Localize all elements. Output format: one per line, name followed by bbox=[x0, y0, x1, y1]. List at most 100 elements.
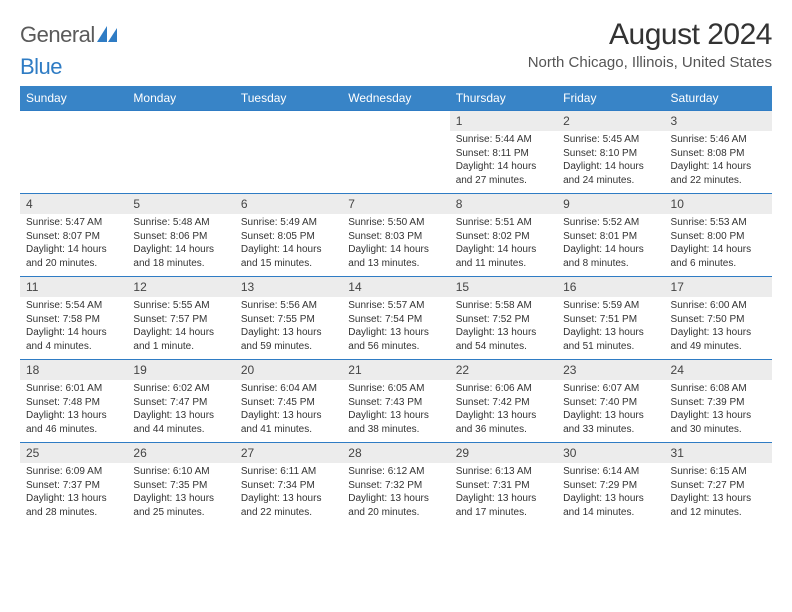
day-number-cell: 4 bbox=[20, 194, 127, 215]
day-number-cell: 11 bbox=[20, 277, 127, 298]
day-number-cell: 30 bbox=[557, 443, 664, 464]
day-detail-cell: Sunrise: 5:52 AMSunset: 8:01 PMDaylight:… bbox=[557, 214, 664, 277]
day-detail-cell: Sunrise: 6:08 AMSunset: 7:39 PMDaylight:… bbox=[665, 380, 772, 443]
calendar-head: Sunday Monday Tuesday Wednesday Thursday… bbox=[20, 86, 772, 111]
day-detail-row: Sunrise: 5:54 AMSunset: 7:58 PMDaylight:… bbox=[20, 297, 772, 360]
day-number-cell: 28 bbox=[342, 443, 449, 464]
day-detail-cell: Sunrise: 6:13 AMSunset: 7:31 PMDaylight:… bbox=[450, 463, 557, 525]
day-detail-cell bbox=[20, 131, 127, 194]
day-number-cell: 19 bbox=[127, 360, 234, 381]
day-number-cell: 24 bbox=[665, 360, 772, 381]
day-number-cell: 9 bbox=[557, 194, 664, 215]
day-detail-cell: Sunrise: 5:58 AMSunset: 7:52 PMDaylight:… bbox=[450, 297, 557, 360]
weekday-header: Monday bbox=[127, 86, 234, 111]
sail-icon bbox=[97, 22, 117, 48]
day-number-cell: 16 bbox=[557, 277, 664, 298]
day-number-row: 123 bbox=[20, 111, 772, 132]
weekday-header: Sunday bbox=[20, 86, 127, 111]
day-number-cell: 22 bbox=[450, 360, 557, 381]
day-detail-cell: Sunrise: 5:55 AMSunset: 7:57 PMDaylight:… bbox=[127, 297, 234, 360]
day-detail-cell: Sunrise: 5:59 AMSunset: 7:51 PMDaylight:… bbox=[557, 297, 664, 360]
day-number-cell: 18 bbox=[20, 360, 127, 381]
day-detail-cell: Sunrise: 6:14 AMSunset: 7:29 PMDaylight:… bbox=[557, 463, 664, 525]
day-detail-cell: Sunrise: 6:01 AMSunset: 7:48 PMDaylight:… bbox=[20, 380, 127, 443]
day-number-cell: 20 bbox=[235, 360, 342, 381]
day-detail-row: Sunrise: 5:44 AMSunset: 8:11 PMDaylight:… bbox=[20, 131, 772, 194]
day-detail-cell: Sunrise: 5:53 AMSunset: 8:00 PMDaylight:… bbox=[665, 214, 772, 277]
month-title: August 2024 bbox=[528, 18, 772, 52]
day-number-cell: 3 bbox=[665, 111, 772, 132]
day-number-cell: 23 bbox=[557, 360, 664, 381]
weekday-header: Tuesday bbox=[235, 86, 342, 111]
day-number-cell bbox=[127, 111, 234, 132]
day-number-cell bbox=[342, 111, 449, 132]
day-detail-cell: Sunrise: 5:44 AMSunset: 8:11 PMDaylight:… bbox=[450, 131, 557, 194]
day-detail-cell: Sunrise: 6:06 AMSunset: 7:42 PMDaylight:… bbox=[450, 380, 557, 443]
day-detail-cell bbox=[235, 131, 342, 194]
day-detail-cell: Sunrise: 6:10 AMSunset: 7:35 PMDaylight:… bbox=[127, 463, 234, 525]
calendar-body: 123Sunrise: 5:44 AMSunset: 8:11 PMDaylig… bbox=[20, 111, 772, 526]
day-detail-cell bbox=[127, 131, 234, 194]
day-number-row: 18192021222324 bbox=[20, 360, 772, 381]
location-subtitle: North Chicago, Illinois, United States bbox=[528, 54, 772, 71]
day-detail-cell: Sunrise: 6:12 AMSunset: 7:32 PMDaylight:… bbox=[342, 463, 449, 525]
day-detail-cell: Sunrise: 5:48 AMSunset: 8:06 PMDaylight:… bbox=[127, 214, 234, 277]
day-detail-cell: Sunrise: 6:00 AMSunset: 7:50 PMDaylight:… bbox=[665, 297, 772, 360]
calendar-table: Sunday Monday Tuesday Wednesday Thursday… bbox=[20, 86, 772, 525]
day-number-cell: 8 bbox=[450, 194, 557, 215]
day-detail-cell: Sunrise: 6:04 AMSunset: 7:45 PMDaylight:… bbox=[235, 380, 342, 443]
day-number-cell: 31 bbox=[665, 443, 772, 464]
day-detail-cell: Sunrise: 5:51 AMSunset: 8:02 PMDaylight:… bbox=[450, 214, 557, 277]
day-number-cell: 26 bbox=[127, 443, 234, 464]
day-detail-cell: Sunrise: 5:50 AMSunset: 8:03 PMDaylight:… bbox=[342, 214, 449, 277]
weekday-header: Friday bbox=[557, 86, 664, 111]
day-number-cell bbox=[20, 111, 127, 132]
day-number-cell: 15 bbox=[450, 277, 557, 298]
day-detail-cell: Sunrise: 6:09 AMSunset: 7:37 PMDaylight:… bbox=[20, 463, 127, 525]
weekday-header: Saturday bbox=[665, 86, 772, 111]
logo-word-2: Blue bbox=[20, 54, 62, 79]
logo-text: General Blue bbox=[20, 22, 117, 80]
day-number-cell: 12 bbox=[127, 277, 234, 298]
day-detail-cell: Sunrise: 6:02 AMSunset: 7:47 PMDaylight:… bbox=[127, 380, 234, 443]
day-detail-cell: Sunrise: 6:11 AMSunset: 7:34 PMDaylight:… bbox=[235, 463, 342, 525]
weekday-header: Wednesday bbox=[342, 86, 449, 111]
day-number-cell: 29 bbox=[450, 443, 557, 464]
day-detail-row: Sunrise: 6:01 AMSunset: 7:48 PMDaylight:… bbox=[20, 380, 772, 443]
day-detail-cell: Sunrise: 6:05 AMSunset: 7:43 PMDaylight:… bbox=[342, 380, 449, 443]
day-number-cell: 7 bbox=[342, 194, 449, 215]
day-detail-cell: Sunrise: 5:49 AMSunset: 8:05 PMDaylight:… bbox=[235, 214, 342, 277]
day-detail-cell: Sunrise: 5:47 AMSunset: 8:07 PMDaylight:… bbox=[20, 214, 127, 277]
day-number-cell: 5 bbox=[127, 194, 234, 215]
day-number-cell: 1 bbox=[450, 111, 557, 132]
day-number-cell bbox=[235, 111, 342, 132]
day-number-cell: 21 bbox=[342, 360, 449, 381]
day-number-row: 45678910 bbox=[20, 194, 772, 215]
day-detail-row: Sunrise: 5:47 AMSunset: 8:07 PMDaylight:… bbox=[20, 214, 772, 277]
page-header: General Blue August 2024 North Chicago, I… bbox=[20, 18, 772, 80]
day-detail-cell bbox=[342, 131, 449, 194]
day-number-cell: 6 bbox=[235, 194, 342, 215]
day-number-row: 25262728293031 bbox=[20, 443, 772, 464]
logo: General Blue bbox=[20, 22, 117, 80]
day-detail-cell: Sunrise: 5:45 AMSunset: 8:10 PMDaylight:… bbox=[557, 131, 664, 194]
day-number-cell: 2 bbox=[557, 111, 664, 132]
day-number-cell: 27 bbox=[235, 443, 342, 464]
day-detail-cell: Sunrise: 5:54 AMSunset: 7:58 PMDaylight:… bbox=[20, 297, 127, 360]
title-block: August 2024 North Chicago, Illinois, Uni… bbox=[528, 18, 772, 71]
day-detail-cell: Sunrise: 5:57 AMSunset: 7:54 PMDaylight:… bbox=[342, 297, 449, 360]
logo-word-1: General bbox=[20, 22, 95, 47]
day-number-cell: 10 bbox=[665, 194, 772, 215]
weekday-row: Sunday Monday Tuesday Wednesday Thursday… bbox=[20, 86, 772, 111]
day-number-cell: 13 bbox=[235, 277, 342, 298]
day-number-cell: 14 bbox=[342, 277, 449, 298]
day-detail-cell: Sunrise: 5:56 AMSunset: 7:55 PMDaylight:… bbox=[235, 297, 342, 360]
day-detail-cell: Sunrise: 5:46 AMSunset: 8:08 PMDaylight:… bbox=[665, 131, 772, 194]
day-detail-cell: Sunrise: 6:07 AMSunset: 7:40 PMDaylight:… bbox=[557, 380, 664, 443]
weekday-header: Thursday bbox=[450, 86, 557, 111]
day-number-row: 11121314151617 bbox=[20, 277, 772, 298]
calendar-page: General Blue August 2024 North Chicago, I… bbox=[0, 0, 792, 543]
day-detail-cell: Sunrise: 6:15 AMSunset: 7:27 PMDaylight:… bbox=[665, 463, 772, 525]
day-number-cell: 25 bbox=[20, 443, 127, 464]
day-number-cell: 17 bbox=[665, 277, 772, 298]
